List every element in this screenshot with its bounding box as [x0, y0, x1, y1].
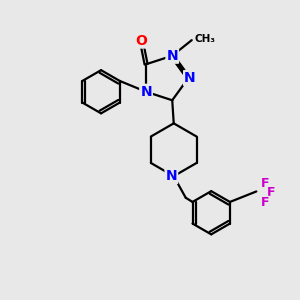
Text: F: F — [260, 196, 269, 209]
Text: CH₃: CH₃ — [194, 34, 215, 44]
Text: N: N — [140, 85, 152, 99]
Text: F: F — [261, 177, 270, 190]
Text: O: O — [135, 34, 147, 47]
Text: N: N — [166, 169, 177, 183]
Text: N: N — [184, 71, 196, 85]
Text: F: F — [266, 187, 275, 200]
Text: N: N — [167, 49, 178, 63]
